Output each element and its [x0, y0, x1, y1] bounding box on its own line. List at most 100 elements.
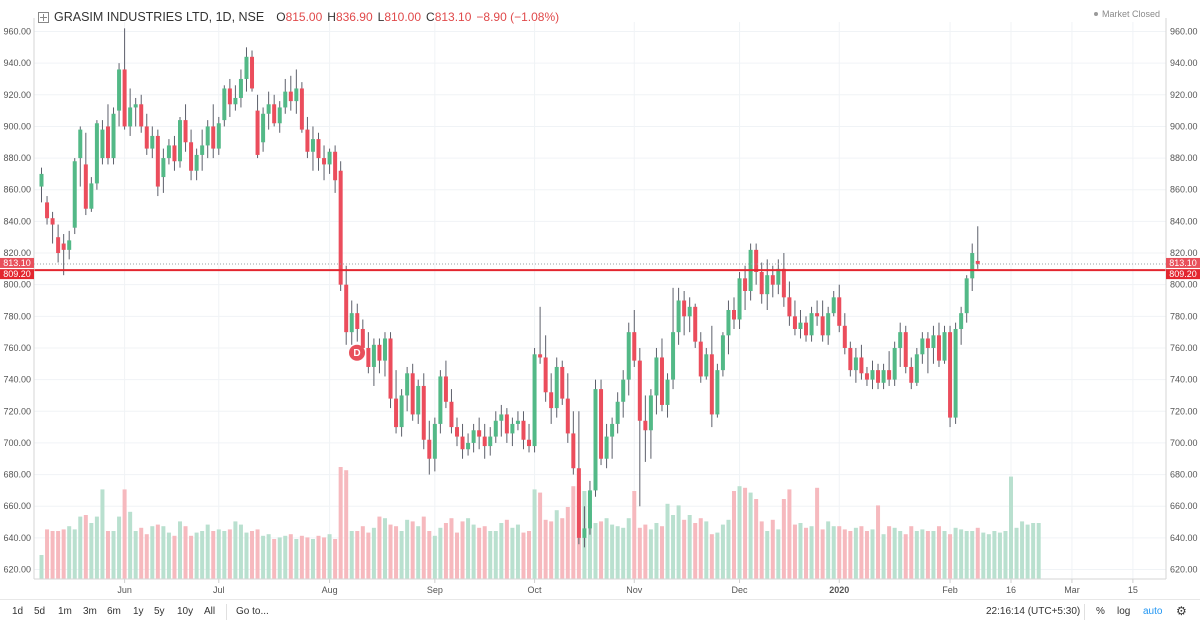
line-price-tag-left-bg: [0, 269, 34, 280]
volume-bar: [1036, 523, 1041, 579]
close-label: C: [426, 10, 435, 24]
candle-body: [366, 347, 371, 367]
candle-body: [277, 107, 282, 124]
candle-body: [632, 332, 637, 361]
volume-bar: [189, 535, 194, 579]
candle-body: [482, 436, 487, 447]
dividend-marker[interactable]: D: [349, 344, 365, 361]
candle-body: [571, 433, 576, 469]
volume-bar: [626, 518, 631, 579]
volume-bar: [327, 534, 332, 579]
volume-bar: [305, 537, 310, 579]
volume-bar: [67, 526, 72, 579]
range-10y-button[interactable]: 10y: [177, 606, 194, 617]
candle-body: [405, 373, 410, 396]
range-1d-button[interactable]: 1d: [12, 606, 24, 617]
range-1m-button[interactable]: 1m: [58, 606, 72, 617]
line-price-tag-right-bg: [1166, 269, 1200, 280]
volume-bar: [39, 555, 44, 579]
candle-body: [100, 129, 105, 159]
candle-body: [416, 385, 421, 415]
candle-body: [776, 268, 781, 285]
range-all-button[interactable]: All: [204, 606, 216, 617]
volume-bar: [853, 527, 858, 579]
candle-body: [316, 139, 321, 159]
candle-body: [94, 123, 99, 184]
volume-bar: [759, 521, 764, 579]
volume-bar: [144, 534, 149, 579]
grid-lines: [34, 22, 1166, 579]
candle-body: [898, 332, 903, 348]
volume-bar: [233, 521, 238, 579]
volume-bar: [50, 531, 55, 579]
volume-bar: [178, 521, 182, 579]
candle-body: [809, 313, 814, 336]
x-tick-label: Jun: [117, 585, 132, 595]
volume-bar: [925, 531, 930, 579]
volume-bar: [510, 527, 515, 579]
y-tick-label-left: 680.00: [3, 470, 31, 480]
candle-body: [759, 272, 764, 295]
range-1y-button[interactable]: 1y: [133, 606, 144, 617]
volume-bar: [371, 527, 376, 579]
volume-bar: [604, 518, 609, 579]
volume-bar: [909, 526, 914, 579]
volume-bar: [687, 515, 692, 579]
candle-body: [460, 436, 465, 450]
candle-body: [139, 104, 144, 127]
range-5y-button[interactable]: 5y: [154, 606, 165, 617]
range-6m-button[interactable]: 6m: [107, 606, 121, 617]
candle-body: [360, 328, 365, 348]
candle-body: [709, 354, 714, 415]
candle-body: [67, 240, 72, 250]
volume-bar: [659, 526, 664, 579]
volume-bar: [554, 510, 559, 579]
price-chart[interactable]: 620.00 620.00 640.00 640.00 660.00 660.00 680.…: [0, 0, 1200, 600]
volume-bar: [399, 531, 404, 579]
candle-body: [698, 341, 703, 377]
candle-body: [438, 376, 443, 424]
goto-button[interactable]: Go to...: [236, 606, 269, 617]
volume-bar: [139, 527, 144, 579]
y-tick-label-right: 640.00: [1170, 533, 1198, 543]
volume-bar: [338, 467, 343, 579]
settings-gear-icon[interactable]: ⚙: [1176, 604, 1187, 618]
volume-bar: [804, 527, 809, 579]
volume-bar: [565, 507, 570, 579]
volume-bar: [250, 531, 255, 579]
y-tick-label-left: 760.00: [3, 343, 31, 353]
volume-bar: [898, 531, 903, 579]
volume-bar: [964, 531, 969, 579]
volume-bar: [781, 499, 786, 579]
horizontal-line-809-20[interactable]: [34, 263, 1166, 272]
y-tick-label-right: 700.00: [1170, 438, 1198, 448]
volume-bar: [477, 527, 482, 579]
collapse-legend-icon[interactable]: [38, 11, 49, 23]
auto-scale-button[interactable]: auto: [1143, 606, 1163, 617]
volume-bar: [100, 489, 105, 579]
y-tick-label-left: 960.00: [3, 26, 31, 36]
volume-bar: [133, 531, 138, 579]
last-price-tag-right-text: 813.10: [1169, 258, 1197, 268]
volume-bar: [94, 516, 99, 579]
volume-bar: [748, 492, 753, 579]
candle-body: [477, 430, 482, 437]
candle-body: [244, 56, 249, 79]
volume-bar: [194, 532, 199, 579]
percent-scale-button[interactable]: %: [1096, 606, 1105, 617]
candle-body: [310, 139, 315, 152]
candle-body: [532, 354, 537, 447]
candle-body: [161, 158, 166, 178]
volume-bar: [621, 527, 626, 579]
volume-bar: [726, 519, 731, 579]
log-scale-button[interactable]: log: [1117, 606, 1131, 617]
range-5d-button[interactable]: 5d: [34, 606, 46, 617]
candle-body: [166, 145, 171, 159]
candle-body: [720, 335, 725, 371]
range-3m-button[interactable]: 3m: [83, 606, 97, 617]
candle-body: [255, 110, 260, 155]
low-value: 810.00: [384, 10, 422, 24]
candle-body: [704, 354, 709, 377]
candle-body: [117, 69, 122, 111]
